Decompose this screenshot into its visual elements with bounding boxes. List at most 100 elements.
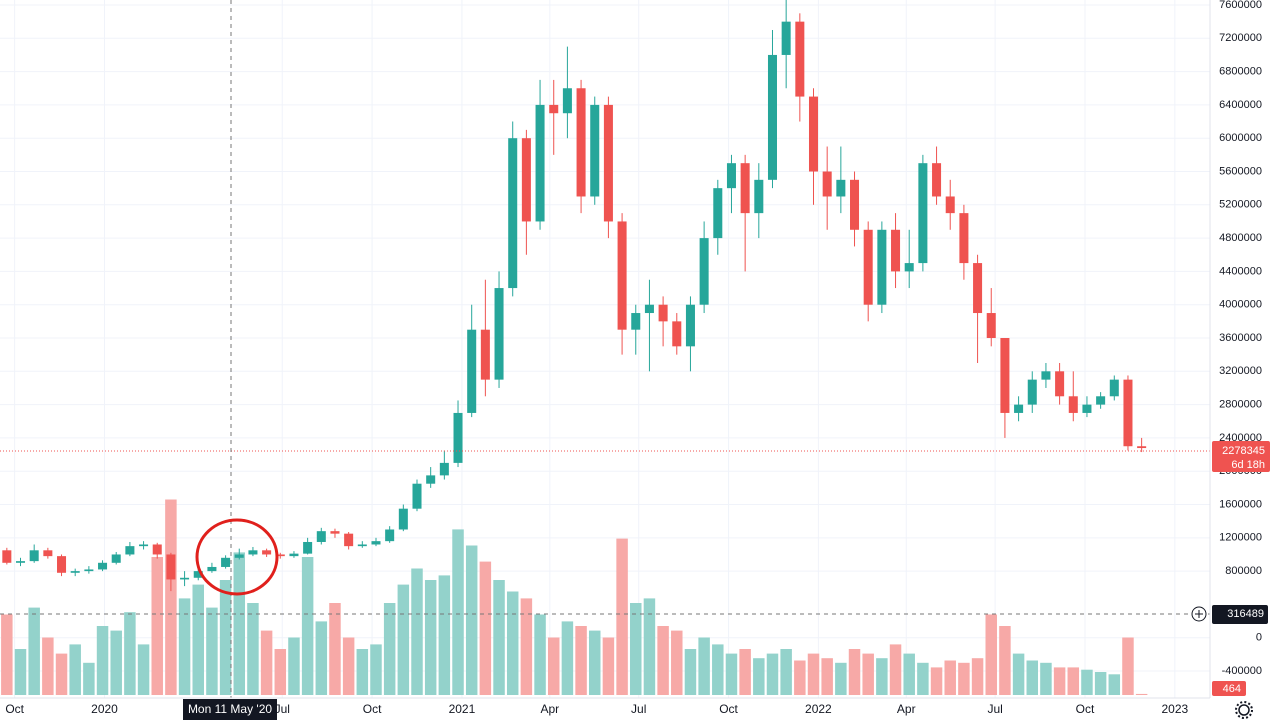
volume-bar <box>766 653 779 695</box>
y-tick-label: 2400000 <box>1219 432 1262 444</box>
crosshair-value-badge <box>1212 605 1268 624</box>
volume-bar <box>356 649 369 695</box>
volume-bar <box>329 603 341 695</box>
volume-bar <box>465 545 478 695</box>
y-tick-label: 6800000 <box>1219 66 1262 78</box>
last-price-label: 2278345 <box>1222 445 1265 457</box>
volume-bar <box>534 614 546 695</box>
candle-body <box>767 54 777 180</box>
candle-body <box>1109 379 1119 397</box>
volume-bar <box>370 644 382 695</box>
candle-body <box>152 544 162 555</box>
y-tick-label: 2800000 <box>1219 399 1262 411</box>
candle-body <box>1068 396 1078 413</box>
volume-bar <box>1040 662 1052 695</box>
volume-bar <box>397 584 410 695</box>
candle-body <box>754 179 764 214</box>
volume-bar <box>219 580 232 695</box>
candle-body <box>43 550 53 557</box>
volume-bar <box>917 662 929 695</box>
candle-body <box>412 483 422 509</box>
candle-body <box>576 88 586 197</box>
volume-bar <box>561 621 574 695</box>
candle-body <box>521 138 531 222</box>
candles <box>2 0 1147 592</box>
y-tick-label: 4800000 <box>1219 232 1262 244</box>
volume-bar <box>616 538 628 695</box>
volume-bar <box>479 561 492 695</box>
candle-body <box>426 475 436 484</box>
candle-body <box>863 229 873 305</box>
volume-bar <box>288 637 300 695</box>
volume-bar <box>55 653 68 695</box>
candle-body <box>398 508 408 530</box>
volume-bar <box>137 644 150 695</box>
y-tick-label: 0 <box>1256 632 1262 644</box>
volume-bar <box>301 557 314 695</box>
volume-bar <box>848 649 861 695</box>
volume-bar <box>985 614 997 695</box>
volume-bar <box>110 630 122 695</box>
candle-body <box>316 531 326 542</box>
candle-body <box>467 329 477 413</box>
y-tick-label: 6000000 <box>1219 132 1262 144</box>
candle-body <box>1014 404 1024 413</box>
volume-bar <box>698 637 710 695</box>
candle-body <box>2 550 12 563</box>
settings-icon[interactable] <box>1238 704 1250 716</box>
volume-bar <box>1012 653 1025 695</box>
volume-bar <box>1026 660 1039 695</box>
volume-bar <box>753 658 765 695</box>
x-tick-label: Oct <box>1076 702 1095 716</box>
crosshair-value-label: 316489 <box>1227 608 1264 620</box>
volume-bar <box>547 637 560 695</box>
candle-body <box>494 288 504 380</box>
settings-button[interactable] <box>1235 701 1253 719</box>
volume-bar <box>903 653 915 695</box>
x-tick-label: Apr <box>540 702 559 716</box>
y-tick-label: 1200000 <box>1219 532 1262 544</box>
candle-body <box>125 546 135 555</box>
candle-body <box>275 554 285 557</box>
volume-bar <box>1081 669 1093 695</box>
y-tick-label: 5600000 <box>1219 165 1262 177</box>
volume-bar <box>671 630 683 695</box>
candle-body <box>740 163 750 214</box>
volume-bar <box>506 591 519 695</box>
candle-body <box>699 238 709 305</box>
volume-bar <box>1122 637 1134 695</box>
volume-bar <box>206 607 218 695</box>
volume-label: 464 <box>1223 683 1241 695</box>
candle-body <box>508 138 518 289</box>
x-tick-label: 2020 <box>91 702 118 716</box>
candle-body <box>959 213 969 264</box>
x-tick-label: Oct <box>5 702 24 716</box>
candle-body <box>98 562 108 570</box>
volume-bar <box>1 614 13 695</box>
y-tick-label: 5200000 <box>1219 199 1262 211</box>
volume-bar <box>178 598 191 695</box>
add-button[interactable] <box>1191 606 1207 622</box>
volume-bar <box>602 637 615 695</box>
volume-bar <box>643 598 656 695</box>
y-tick-label: 1600000 <box>1219 498 1262 510</box>
y-tick-label: 3200000 <box>1219 365 1262 377</box>
volume-bar <box>575 626 587 695</box>
y-tick-label: 4000000 <box>1219 299 1262 311</box>
candle-body <box>672 321 682 347</box>
candle-body <box>303 541 313 554</box>
volume-bar <box>999 626 1011 695</box>
volume-bar <box>438 575 451 695</box>
candle-body <box>658 304 668 322</box>
volume-bar <box>889 644 902 695</box>
volume-bar <box>233 552 246 695</box>
candle-body <box>207 566 217 572</box>
y-tick-label: 3600000 <box>1219 332 1262 344</box>
y-tick-label: -400000 <box>1222 665 1262 677</box>
candle-body <box>631 313 641 330</box>
candle-body <box>685 304 695 347</box>
candle-body <box>904 263 914 272</box>
volume-bar <box>807 653 820 695</box>
volume-bar <box>124 612 136 695</box>
candle-body <box>166 554 176 580</box>
